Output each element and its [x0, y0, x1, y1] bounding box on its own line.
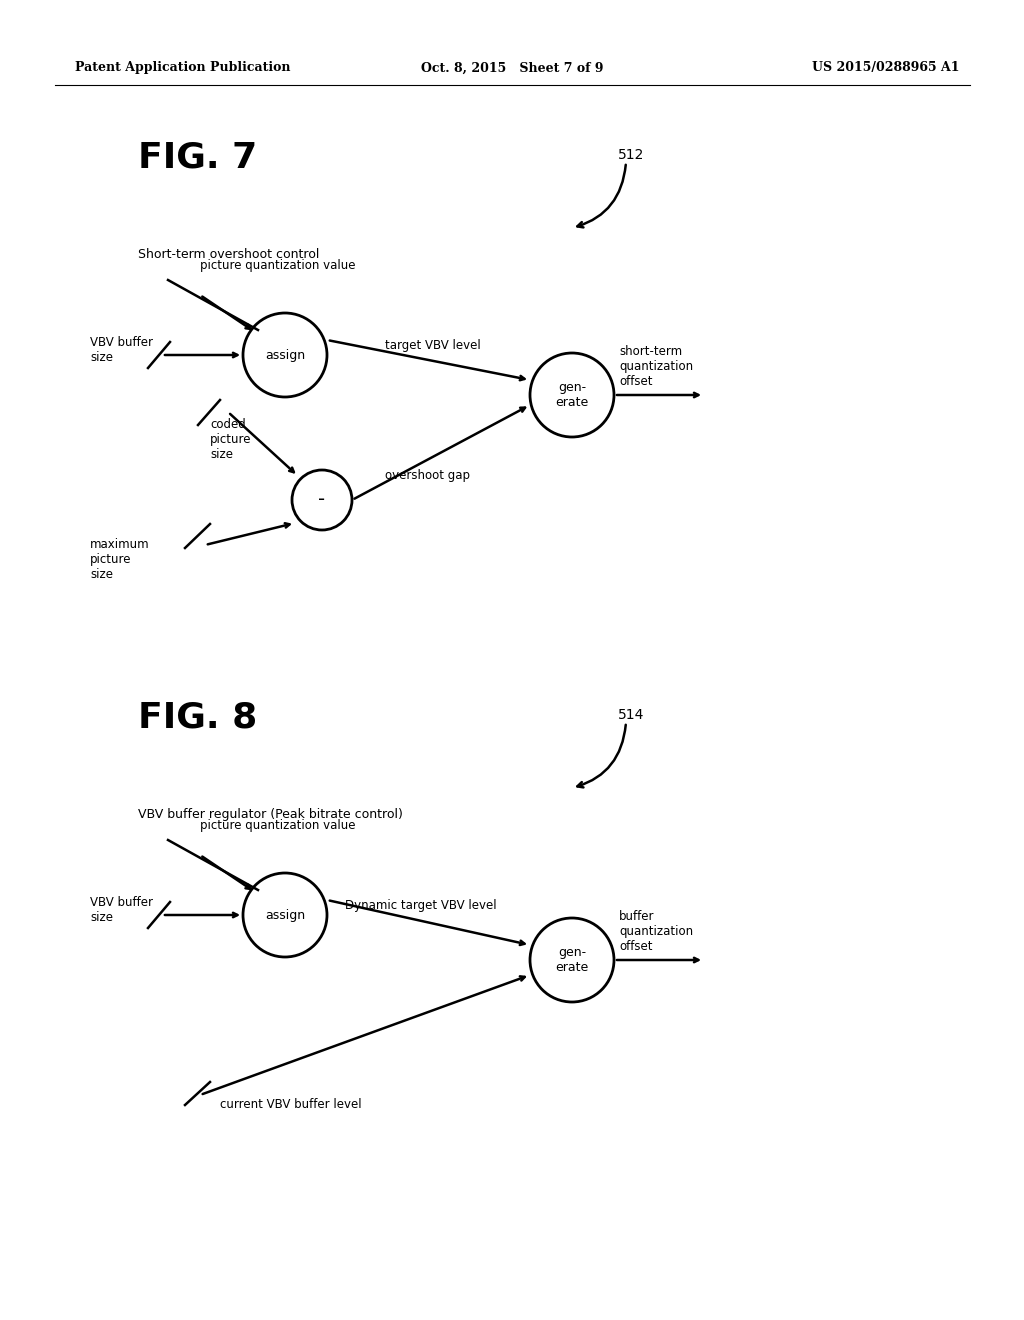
Text: US 2015/0288965 A1: US 2015/0288965 A1: [812, 62, 961, 74]
Text: VBV buffer regulator (Peak bitrate control): VBV buffer regulator (Peak bitrate contr…: [138, 808, 402, 821]
Text: -: -: [318, 491, 326, 510]
Text: coded
picture
size: coded picture size: [210, 418, 252, 461]
Text: picture quantization value: picture quantization value: [200, 259, 355, 272]
Text: 512: 512: [618, 148, 644, 162]
Text: Oct. 8, 2015   Sheet 7 of 9: Oct. 8, 2015 Sheet 7 of 9: [421, 62, 603, 74]
Text: overshoot gap: overshoot gap: [385, 469, 470, 482]
Text: picture quantization value: picture quantization value: [200, 818, 355, 832]
Text: gen-
erate: gen- erate: [555, 381, 589, 409]
Text: target VBV level: target VBV level: [385, 339, 480, 352]
Text: VBV buffer
size: VBV buffer size: [90, 337, 153, 364]
Text: gen-
erate: gen- erate: [555, 946, 589, 974]
Text: FIG. 7: FIG. 7: [138, 140, 257, 174]
Text: VBV buffer
size: VBV buffer size: [90, 896, 153, 924]
Text: current VBV buffer level: current VBV buffer level: [220, 1098, 361, 1111]
Text: Dynamic target VBV level: Dynamic target VBV level: [345, 899, 497, 912]
Text: assign: assign: [265, 348, 305, 362]
Text: short-term
quantization
offset: short-term quantization offset: [618, 345, 693, 388]
Text: maximum
picture
size: maximum picture size: [90, 539, 150, 581]
Text: 514: 514: [618, 708, 644, 722]
Text: FIG. 8: FIG. 8: [138, 700, 257, 734]
Text: buffer
quantization
offset: buffer quantization offset: [618, 909, 693, 953]
Text: Patent Application Publication: Patent Application Publication: [75, 62, 291, 74]
Text: Short-term overshoot control: Short-term overshoot control: [138, 248, 319, 261]
Text: assign: assign: [265, 908, 305, 921]
